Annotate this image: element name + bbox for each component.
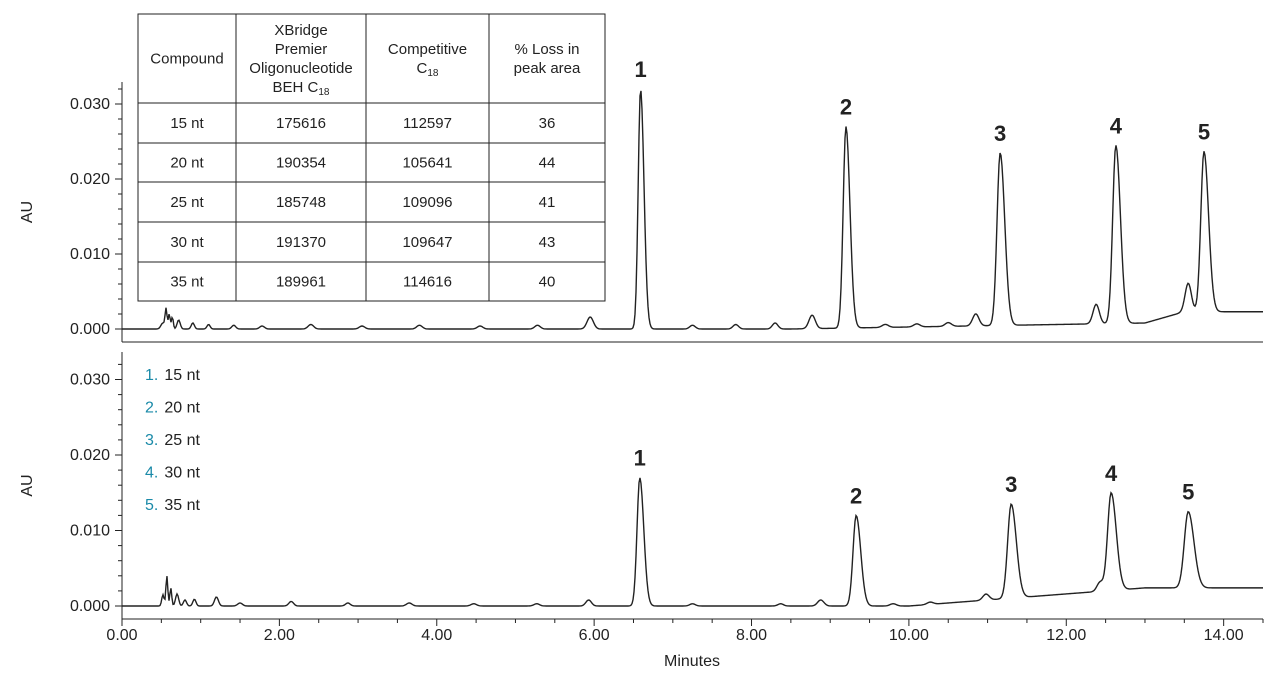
y-tick-label: 0.020 — [70, 447, 110, 464]
legend-number: 2. — [145, 400, 158, 417]
y-tick-label: 0.010 — [70, 523, 110, 540]
top-panel: 0.000 0.010 0.020 0.030 AU 1 2 3 4 5 Compound XBrid… — [19, 13, 1263, 343]
x-tick-label: 10.00 — [889, 627, 929, 644]
x-tick-label: 8.00 — [736, 627, 767, 644]
x-tick-label: 0.00 — [106, 627, 137, 644]
peak-label-5: 5 — [1182, 480, 1194, 505]
table-header-text: XBridge — [274, 22, 327, 39]
table-cell: 191370 — [276, 234, 326, 251]
x-axis-title: Minutes — [664, 653, 720, 670]
top-chromatogram-trace — [122, 90, 1263, 330]
table-frame — [137, 13, 606, 302]
legend-number: 1. — [145, 367, 158, 384]
table-header-line: C — [417, 60, 428, 77]
table-header-line: Premier — [275, 41, 328, 58]
table-cell: 109647 — [402, 234, 452, 251]
legend-label: 30 nt — [164, 465, 200, 482]
table-cell: 105641 — [402, 155, 452, 172]
peak-label-1: 1 — [634, 446, 646, 471]
legend-item: 2. 20 nt — [145, 400, 200, 417]
table-header-text: peak area — [514, 60, 581, 77]
table-header-text: Oligonucleotide — [249, 60, 352, 77]
legend-item: 3. 25 nt — [145, 432, 200, 449]
legend: 1. 15 nt 2. 20 nt 3. 25 nt 4. 30 nt 5. 35 nt — [145, 367, 200, 514]
bottom-chromatogram-trace — [122, 477, 1263, 607]
y-axis-title: AU — [19, 474, 36, 496]
x-tick-label: 6.00 — [579, 627, 610, 644]
table-cell: 20 nt — [170, 155, 204, 172]
table-cell: 189961 — [276, 274, 326, 291]
table-header-line: Compound — [150, 51, 223, 68]
table-cell: 114616 — [403, 274, 452, 291]
legend-label: 15 nt — [164, 367, 200, 384]
table-cell: 35 nt — [170, 274, 204, 291]
x-tick-label: 14.00 — [1204, 627, 1244, 644]
peak-label-4: 4 — [1105, 461, 1118, 486]
table-cell: 109096 — [402, 194, 452, 211]
table-cell: 40 — [539, 274, 556, 291]
table-header-text: BEH C18 — [273, 79, 330, 98]
y-tick-label: 0.020 — [70, 171, 110, 188]
peak-label-4: 4 — [1110, 113, 1123, 138]
subscript-18: 18 — [427, 68, 439, 79]
x-axis: 0.00 2.00 4.00 6.00 8.00 10.00 12.00 14.00 Minut… — [106, 619, 1264, 670]
table-cell: 44 — [539, 155, 556, 172]
table-cell: 15 nt — [170, 115, 204, 132]
x-tick-label: 4.00 — [421, 627, 452, 644]
legend-item: 4. 30 nt — [145, 465, 200, 482]
peak-label-1: 1 — [634, 57, 646, 82]
legend-label: 25 nt — [164, 432, 200, 449]
peak-label-5: 5 — [1198, 119, 1210, 144]
legend-item: 1. 15 nt — [145, 367, 200, 384]
table-cell: 185748 — [276, 194, 326, 211]
x-tick-label: 2.00 — [264, 627, 295, 644]
peak-label-3: 3 — [1005, 472, 1017, 497]
peak-label-2: 2 — [840, 95, 852, 120]
y-axis-title: AU — [19, 201, 36, 223]
table-cell: 190354 — [276, 155, 326, 172]
legend-number: 5. — [145, 497, 158, 514]
table-header-line: Competitive — [388, 41, 467, 58]
legend-label: 35 nt — [164, 497, 200, 514]
peak-area-table: Compound XBridge Premier Oligonucleotide BEH… — [137, 13, 606, 302]
table-header-line: peak area — [514, 60, 581, 77]
bottom-panel: 0.000 0.010 0.020 0.030 AU 1 2 3 4 5 1. 15 nt 2. 20 n… — [19, 352, 1263, 620]
y-tick-label: 0.030 — [70, 96, 110, 113]
table-cell: 175616 — [276, 115, 326, 132]
legend-number: 4. — [145, 465, 158, 482]
y-tick-label: 0.010 — [70, 246, 110, 263]
table-header-line: Oligonucleotide — [249, 60, 352, 77]
x-tick-label: 12.00 — [1046, 627, 1086, 644]
table-header-line: BEH C — [273, 79, 319, 96]
table-header-text: Premier — [275, 41, 328, 58]
table-cell: 30 nt — [170, 234, 204, 251]
table-cell: 36 — [539, 115, 556, 132]
table-header-line: % Loss in — [514, 41, 579, 58]
table-header-text: C18 — [417, 60, 439, 79]
peak-label-3: 3 — [994, 121, 1006, 146]
table-cell: 112597 — [403, 115, 452, 132]
y-tick-label: 0.030 — [70, 372, 110, 389]
table-cell: 43 — [539, 234, 556, 251]
legend-item: 5. 35 nt — [145, 497, 200, 514]
table-header-text: Competitive — [388, 41, 467, 58]
peak-label-2: 2 — [850, 483, 862, 508]
table-header-text: Compound — [150, 51, 223, 68]
table-cell: 25 nt — [170, 194, 204, 211]
y-tick-label: 0.000 — [70, 598, 110, 615]
subscript-18: 18 — [318, 87, 330, 98]
legend-label: 20 nt — [164, 400, 200, 417]
legend-number: 3. — [145, 432, 158, 449]
table-cell: 41 — [539, 194, 556, 211]
table-header-text: % Loss in — [514, 41, 579, 58]
y-tick-label: 0.000 — [70, 321, 110, 338]
table-header-line: XBridge — [274, 22, 327, 39]
